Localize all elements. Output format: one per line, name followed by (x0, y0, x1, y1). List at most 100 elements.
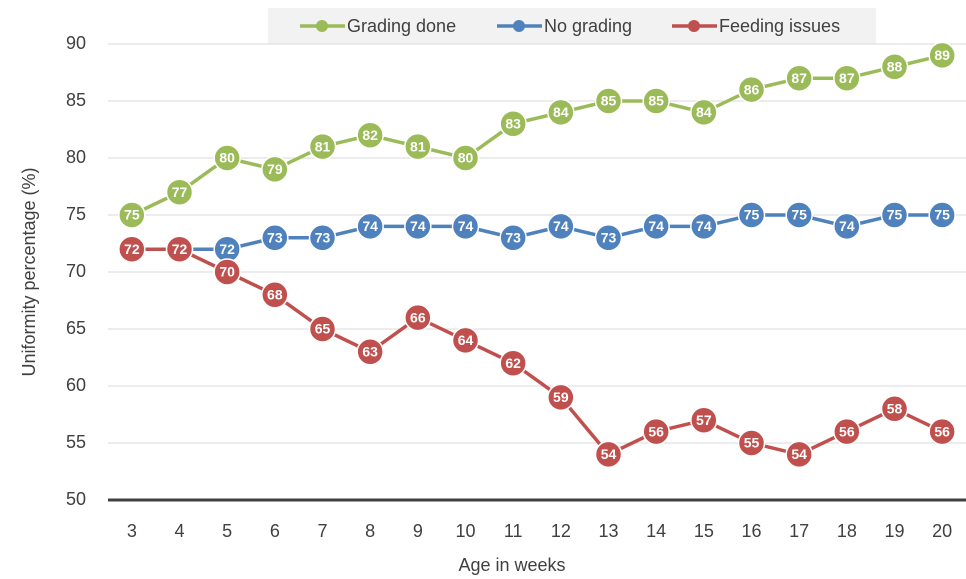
legend-label: No grading (544, 16, 632, 36)
data-point (880, 53, 909, 81)
y-tick-label: 85 (66, 90, 86, 110)
data-label: 75 (124, 207, 140, 223)
data-label: 83 (505, 116, 521, 132)
data-label: 77 (172, 184, 188, 200)
legend-background (268, 8, 876, 44)
data-label: 74 (648, 218, 664, 234)
data-point (308, 132, 337, 161)
data-label: 74 (553, 218, 569, 234)
data-label: 54 (601, 446, 617, 462)
data-label: 73 (601, 230, 617, 246)
data-point (928, 201, 956, 229)
data-point (118, 201, 146, 229)
data-point (404, 132, 432, 161)
data-label: 66 (410, 309, 426, 325)
data-label: 55 (744, 435, 760, 451)
x-tick-label: 18 (837, 521, 857, 541)
x-tick-label: 9 (413, 521, 423, 541)
data-label: 85 (601, 93, 617, 109)
data-label: 84 (696, 104, 712, 120)
data-point (594, 87, 623, 115)
data-point (499, 110, 527, 138)
data-label: 59 (553, 389, 569, 405)
data-point (833, 64, 861, 92)
data-point (833, 417, 861, 446)
data-point (737, 429, 766, 457)
x-tick-label: 19 (884, 521, 904, 541)
y-tick-label: 65 (66, 318, 86, 338)
data-label: 63 (362, 344, 378, 360)
data-point (642, 212, 670, 241)
data-point (642, 417, 670, 446)
data-point (690, 212, 718, 241)
data-label: 74 (362, 218, 378, 234)
x-tick-label: 4 (174, 521, 184, 541)
data-label: 75 (887, 207, 903, 223)
x-tick-label: 13 (598, 521, 618, 541)
data-label: 75 (934, 207, 950, 223)
y-axis-label: Uniformity percentage (%) (19, 167, 39, 376)
y-tick-label: 50 (66, 489, 86, 509)
data-label: 86 (744, 81, 760, 97)
x-tick-label: 7 (317, 521, 327, 541)
x-tick-label: 11 (504, 521, 523, 541)
data-point (451, 212, 480, 241)
series-line (131, 213, 943, 251)
data-point (785, 201, 813, 229)
legend-label: Feeding issues (719, 16, 840, 36)
legend-marker (513, 20, 525, 32)
y-tick-label: 60 (66, 375, 86, 395)
data-label: 56 (934, 423, 950, 439)
x-tick-label: 6 (270, 521, 280, 541)
data-point (404, 212, 432, 241)
x-tick-label: 5 (222, 521, 232, 541)
data-point (308, 315, 337, 343)
data-label: 73 (505, 230, 521, 246)
data-point (547, 98, 575, 127)
data-label: 54 (791, 446, 807, 462)
data-label: 72 (124, 241, 140, 257)
y-tick-label: 55 (66, 432, 86, 452)
data-label: 73 (315, 230, 331, 246)
data-label: 81 (315, 138, 331, 154)
data-point (594, 224, 623, 252)
data-label: 84 (553, 104, 569, 120)
data-label: 74 (458, 218, 474, 234)
data-label: 89 (934, 47, 950, 63)
data-point (308, 224, 337, 252)
data-point (833, 212, 861, 241)
data-label: 64 (458, 332, 474, 348)
data-label: 62 (505, 355, 521, 371)
data-point (737, 75, 766, 104)
data-point (261, 281, 289, 309)
data-point (451, 144, 480, 172)
data-point (499, 349, 527, 377)
legend-marker (688, 20, 700, 32)
series-line (131, 53, 943, 217)
data-label: 75 (744, 207, 760, 223)
data-label: 74 (839, 218, 855, 234)
x-tick-label: 12 (551, 521, 571, 541)
data-label: 72 (219, 241, 235, 257)
x-tick-label: 15 (694, 521, 714, 541)
data-label: 56 (648, 423, 664, 439)
data-label: 72 (172, 241, 188, 257)
data-point (213, 144, 241, 172)
data-point (118, 235, 146, 263)
y-tick-label: 75 (66, 204, 86, 224)
data-point (642, 87, 670, 115)
legend-marker (316, 20, 328, 32)
data-label: 79 (267, 161, 283, 177)
data-label: 88 (887, 59, 903, 75)
data-label: 56 (839, 423, 855, 439)
data-label: 87 (839, 70, 855, 86)
data-point (928, 41, 956, 70)
data-point (451, 326, 480, 355)
data-point (356, 212, 384, 241)
x-tick-label: 10 (455, 521, 475, 541)
data-point (404, 303, 432, 332)
data-label: 74 (410, 218, 426, 234)
x-tick-label: 16 (741, 521, 761, 541)
data-point (880, 395, 909, 423)
